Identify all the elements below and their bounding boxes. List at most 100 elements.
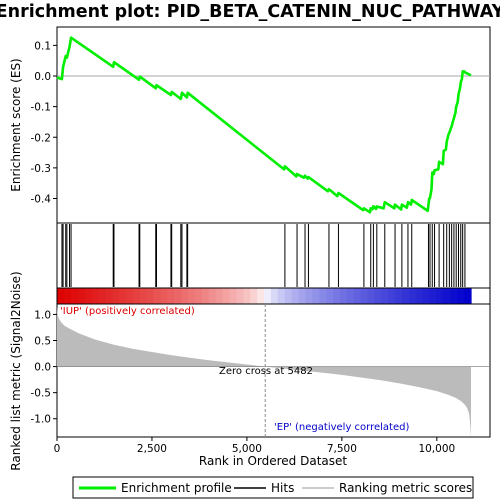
heatmap-cell	[77, 288, 86, 304]
heatmap-cell	[264, 288, 272, 304]
heatmap-cell	[146, 288, 155, 304]
metric-y-tick-label: 0.0	[34, 362, 51, 374]
legend-label-profile: Enrichment profile	[121, 481, 232, 495]
es-y-tick-label: 0.0	[34, 71, 51, 83]
legend-box	[72, 476, 474, 499]
heatmap-cell	[443, 288, 451, 304]
es-y-tick-label: -0.2	[31, 132, 52, 144]
heatmap-cell	[132, 288, 141, 304]
heatmap-cell	[291, 288, 300, 304]
heatmap-cell	[367, 288, 376, 304]
heatmap-cell	[312, 288, 320, 304]
metric-y-tick-label: -1.0	[31, 414, 52, 426]
heatmap-cell	[436, 288, 445, 304]
heatmap-cell	[70, 288, 79, 304]
legend-label-hits: Hits	[271, 481, 294, 495]
heatmap-cell	[126, 288, 134, 304]
heatmap-cell	[105, 288, 113, 304]
heatmap-cell	[91, 288, 100, 304]
heatmap-cell	[243, 288, 251, 304]
hits-group	[61, 224, 466, 287]
heatmap-cell	[181, 288, 189, 304]
x-axis-ticks: 0 2,500 5,000 7,500 10,000	[54, 437, 455, 455]
heatmap-cell	[236, 288, 244, 304]
ranking-metric-area	[57, 306, 471, 437]
metric-y-tick-label: -0.5	[31, 388, 52, 400]
x-axis-label: Rank in Ordered Dataset	[199, 454, 347, 468]
down-label: 'EP' (negatively correlated)	[274, 422, 409, 433]
heatmap-cell	[215, 288, 224, 304]
heatmap-cell	[257, 288, 265, 304]
heatmap-cell	[374, 288, 382, 304]
up-label: 'IUP' (positively correlated)	[60, 306, 195, 317]
heatmap-cell	[63, 288, 72, 304]
metric-area-group	[57, 304, 490, 437]
x-tick-label: 7,500	[327, 443, 357, 455]
x-tick-label: 10,000	[418, 443, 455, 455]
heatmap-cell	[277, 288, 286, 304]
heatmap-cell	[339, 288, 348, 304]
heatmap-cell	[319, 288, 327, 304]
heatmap-cell	[422, 288, 431, 304]
heatmap-cell	[450, 288, 458, 304]
heatmap-cell	[360, 288, 369, 304]
heatmap-cell	[353, 288, 362, 304]
heatmap-cell	[346, 288, 355, 304]
metric-y-tick-label: 0.5	[34, 336, 51, 348]
es-y-tick-label: -0.4	[31, 194, 52, 206]
hits-panel	[56, 222, 491, 289]
heatmap-cell	[415, 288, 424, 304]
heatmap-cell	[305, 288, 313, 304]
heatmap-cell	[395, 288, 403, 304]
metric-y-ticks: 1.0 0.5 0.0 -0.5 -1.0	[31, 309, 57, 426]
heatmap-cell	[270, 288, 279, 304]
heatmap-cell	[160, 288, 169, 304]
enrichment-profile-line	[56, 36, 472, 214]
heatmap-cell	[167, 288, 175, 304]
metric-y-axis-label: Ranked list metric (Signal2Noise)	[9, 271, 23, 470]
x-tick-label: 0	[54, 443, 61, 455]
heatmap-cell	[326, 288, 334, 304]
heatmap-cell	[222, 288, 231, 304]
heatmap-cell	[408, 288, 417, 304]
es-panel	[56, 26, 491, 224]
legend-label-metric: Ranking metric scores	[339, 481, 472, 495]
heatmap-cell	[250, 288, 258, 304]
heatmap-cell	[112, 288, 120, 304]
heatmap-cell	[464, 288, 472, 304]
heatmap-cell	[381, 288, 389, 304]
es-y-tick-label: -0.3	[31, 163, 52, 175]
metric-y-tick-label: 1.0	[34, 309, 51, 321]
heatmap-cell	[153, 288, 162, 304]
chart-title: Enrichment plot: PID_BETA_CATENIN_NUC_PA…	[0, 2, 500, 22]
heatmap-cell	[208, 288, 217, 304]
heatmap-cell	[429, 288, 438, 304]
heatmap-cell	[98, 288, 106, 304]
heatmap-cell	[229, 288, 238, 304]
es-y-ticks: 0.1 0.0 -0.1 -0.2 -0.3 -0.4	[31, 40, 57, 206]
heatmap-cell	[298, 288, 307, 304]
legend: Enrichment profile Hits Ranking metric s…	[72, 476, 474, 499]
x-tick-label: 5,000	[232, 443, 262, 455]
heatmap-cell	[457, 288, 465, 304]
heatmap-cell	[195, 288, 203, 304]
heatmap-cell	[57, 288, 65, 304]
heatmap-cell	[84, 288, 93, 304]
es-curve-group	[56, 36, 490, 214]
heatmap-cell	[402, 288, 410, 304]
heatmap-cell	[188, 288, 196, 304]
x-tick-label: 2,500	[137, 443, 167, 455]
ranking-heatmap	[57, 288, 472, 304]
heatmap-cell	[201, 288, 210, 304]
heatmap-cell	[174, 288, 182, 304]
zero-cross-label: Zero cross at 5482	[219, 366, 313, 377]
es-y-axis-label: Enrichment score (ES)	[9, 58, 23, 191]
heatmap-cell	[333, 288, 341, 304]
heatmap-cell	[119, 288, 127, 304]
heatmap-cell	[388, 288, 396, 304]
heatmap-cell	[284, 288, 293, 304]
es-y-tick-label: 0.1	[34, 40, 51, 52]
es-y-tick-label: -0.1	[31, 102, 52, 114]
heatmap-cell	[139, 288, 148, 304]
